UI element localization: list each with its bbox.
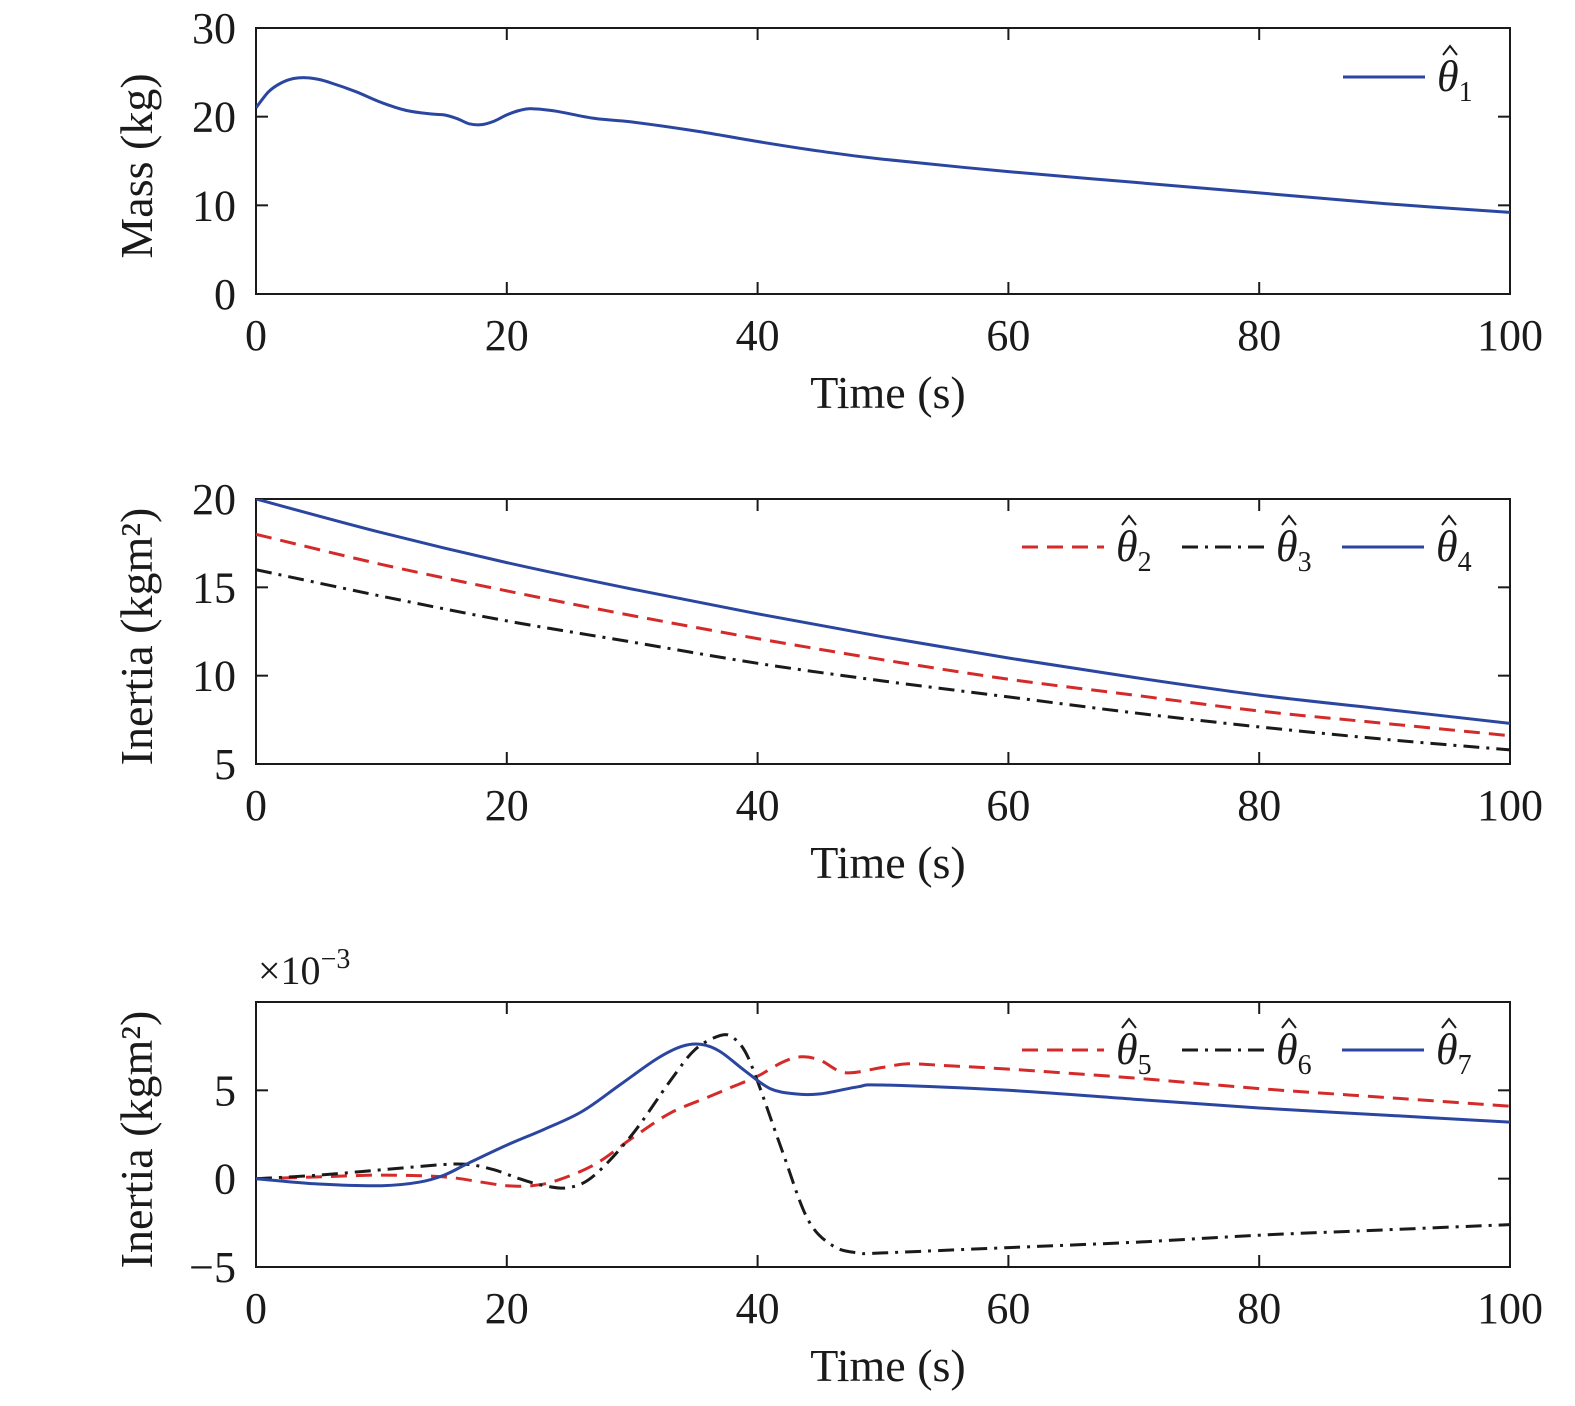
y-tick-label: 20	[192, 93, 236, 142]
plot-frame	[255, 1001, 1511, 1268]
x-tick-label: 80	[1237, 781, 1281, 830]
x-tick-label: 100	[1477, 311, 1543, 360]
legend-label: θ1	[1437, 52, 1473, 108]
chart-panel-2: 0 20 40 60 80 100 5 10 15 20 Time (s) Inertia (kgm²…	[111, 475, 1543, 888]
y-multiplier-label: ×10−3	[258, 944, 350, 993]
x-tick-label: 100	[1477, 781, 1543, 830]
legend-entry-theta-2: θ2	[1022, 514, 1152, 578]
x-tick-label: 100	[1477, 1284, 1543, 1333]
x-tick-label: 20	[485, 781, 529, 830]
plot-frame	[255, 27, 1511, 295]
legend-entry-theta-5: θ5	[1022, 1017, 1152, 1081]
x-tick-label: 80	[1237, 311, 1281, 360]
legend-label: θ5	[1116, 1025, 1152, 1081]
hat-accent	[1121, 1017, 1137, 1029]
legend-entry-theta-6: θ6	[1182, 1017, 1312, 1081]
hat-accent	[1281, 1017, 1297, 1029]
hat-accent	[1441, 514, 1457, 526]
legend-label: θ7	[1436, 1025, 1472, 1081]
legend-entry-theta-7: θ7	[1342, 1017, 1472, 1081]
x-tick-label: 0	[245, 781, 267, 830]
x-tick-label: 40	[736, 781, 780, 830]
series-line-theta-1	[256, 76, 1510, 214]
y-tick-label: 30	[192, 4, 236, 53]
x-tick-label: 0	[245, 311, 267, 360]
y-axis-label: Inertia (kgm²)	[111, 1011, 162, 1269]
y-tick-label: 15	[192, 563, 236, 612]
x-tick-label: 80	[1237, 1284, 1281, 1333]
y-tick-label: 10	[192, 181, 236, 230]
x-tick-label: 60	[986, 311, 1030, 360]
legend-label: θ6	[1276, 1025, 1312, 1081]
legend-entry-theta-3: θ3	[1182, 514, 1312, 578]
x-tick-label: 20	[485, 311, 529, 360]
x-tick-label: 20	[485, 1284, 529, 1333]
plot-frame	[255, 498, 1511, 765]
hat-accent	[1442, 44, 1458, 56]
series-line-theta-6	[256, 1033, 1510, 1256]
series-line-theta-2	[256, 532, 1510, 738]
y-tick-label: −5	[189, 1243, 236, 1292]
hat-accent	[1281, 514, 1297, 526]
y-tick-label: 10	[192, 652, 236, 701]
legend-entry-theta-1: θ1	[1343, 44, 1473, 108]
y-axis-label: Mass (kg)	[111, 73, 162, 258]
hat-accent	[1121, 514, 1137, 526]
y-tick-label: 5	[214, 740, 236, 789]
hat-accent	[1441, 1017, 1457, 1029]
x-tick-label: 60	[986, 781, 1030, 830]
legend-label: θ4	[1436, 522, 1472, 578]
x-tick-label: 40	[736, 1284, 780, 1333]
x-tick-label: 40	[736, 311, 780, 360]
series-line-theta-7	[256, 1042, 1510, 1188]
x-axis-label: Time (s)	[810, 1340, 966, 1391]
legend-entry-theta-4: θ4	[1342, 514, 1472, 578]
x-tick-label: 0	[245, 1284, 267, 1333]
y-tick-label: 20	[192, 475, 236, 524]
chart-panel-1: 0 20 40 60 80 100 0 10 20 30 Time (s) Mass (kg) θ1	[111, 4, 1543, 418]
series-line-theta-3	[256, 568, 1510, 752]
y-tick-label: 0	[214, 1155, 236, 1204]
series-line-theta-4	[256, 499, 1510, 725]
x-axis-label: Time (s)	[810, 367, 966, 418]
series-line-theta-5	[256, 1055, 1510, 1188]
x-tick-label: 60	[986, 1284, 1030, 1333]
y-axis-label: Inertia (kgm²)	[111, 508, 162, 766]
y-tick-label: 5	[214, 1066, 236, 1115]
legend-label: θ3	[1276, 522, 1312, 578]
y-tick-label: 0	[214, 270, 236, 319]
legend-label: θ2	[1116, 522, 1152, 578]
x-axis-label: Time (s)	[810, 837, 966, 888]
